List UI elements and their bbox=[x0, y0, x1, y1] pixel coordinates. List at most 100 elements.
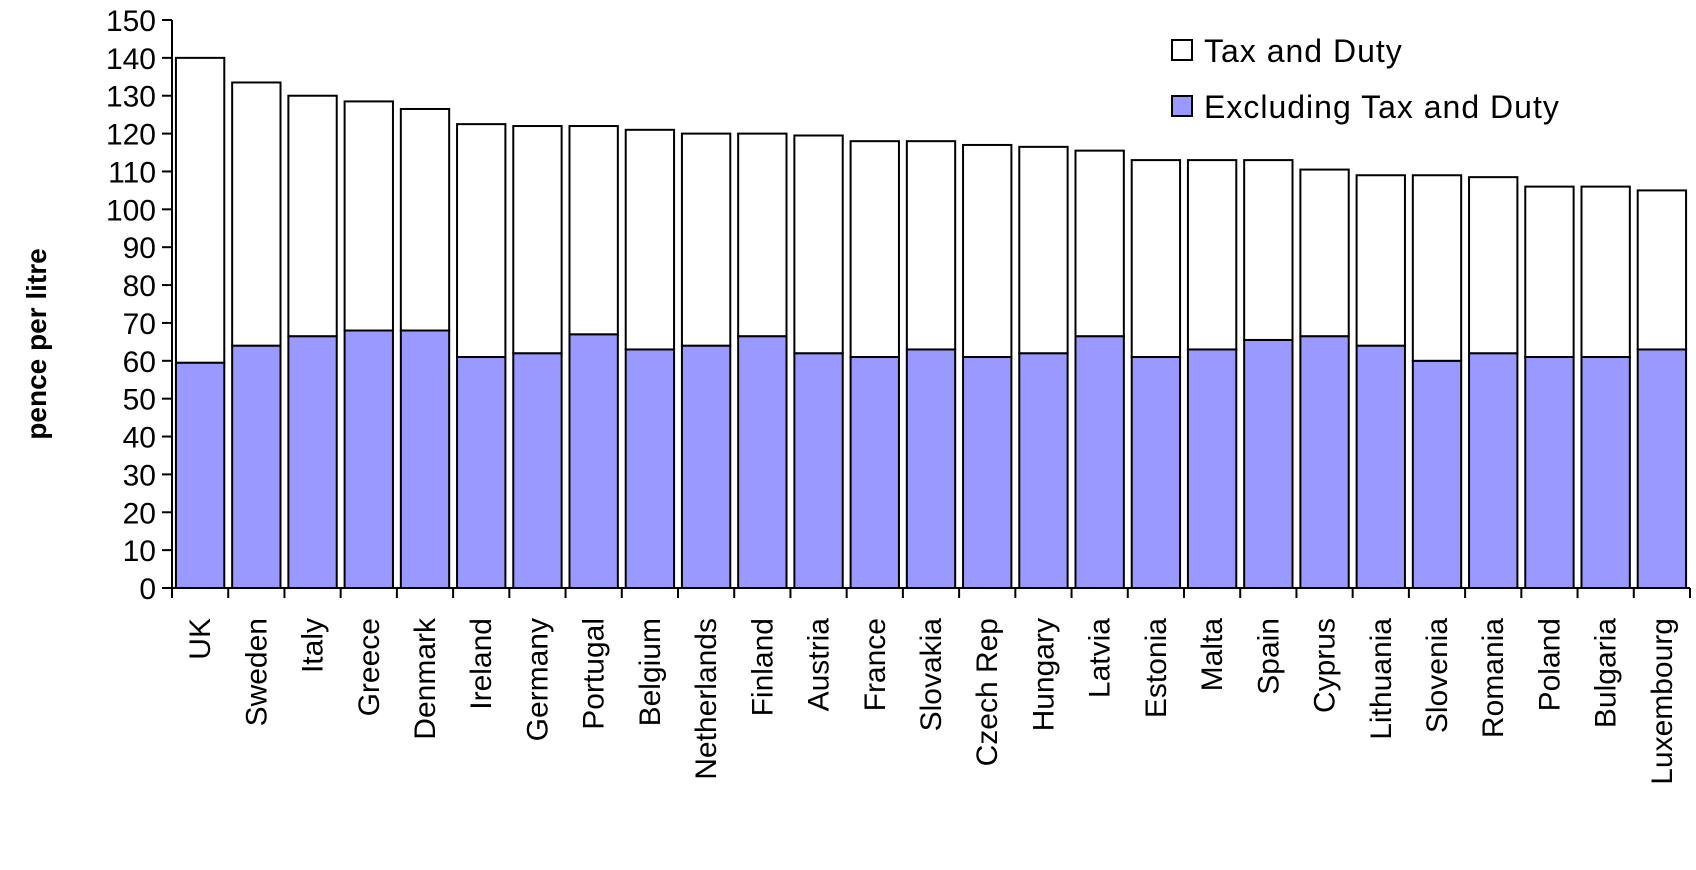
bar-tax-and-duty-lithuania bbox=[1355, 174, 1406, 347]
bar-excluding-tax-cyprus bbox=[1299, 335, 1350, 590]
x-category-label: Belgium bbox=[634, 618, 667, 726]
x-category-label: Sweden bbox=[240, 618, 273, 726]
y-tick-label: 130 bbox=[106, 81, 156, 114]
bar-tax-and-duty-belgium bbox=[624, 128, 676, 351]
x-category-label: Luxembourg bbox=[1646, 618, 1679, 785]
y-tick-label: 150 bbox=[106, 5, 156, 38]
x-category-label: Estonia bbox=[1140, 618, 1173, 718]
x-category-label: Czech Rep bbox=[971, 618, 1004, 766]
bar-tax-and-duty-portugal bbox=[568, 125, 619, 336]
bar-excluding-tax-uk bbox=[174, 361, 226, 589]
bar-excluding-tax-romania bbox=[1468, 352, 1519, 589]
x-category-label: Italy bbox=[297, 618, 330, 673]
bar-tax-and-duty-luxembourg bbox=[1636, 189, 1688, 351]
bar-excluding-tax-estonia bbox=[1130, 356, 1182, 589]
y-tick-label: 70 bbox=[123, 308, 156, 341]
bar-tax-and-duty-poland bbox=[1524, 185, 1575, 359]
bar-tax-and-duty-germany bbox=[512, 125, 563, 355]
x-category-label: Austria bbox=[803, 618, 836, 712]
bar-tax-and-duty-slovenia bbox=[1411, 174, 1463, 362]
bar-tax-and-duty-estonia bbox=[1130, 159, 1182, 359]
x-category-label: Cyprus bbox=[1309, 618, 1342, 713]
x-category-label: Portugal bbox=[578, 618, 611, 730]
bar-tax-and-duty-czech-rep bbox=[962, 143, 1013, 359]
x-category-label: Germany bbox=[521, 618, 554, 741]
bar-tax-and-duty-malta bbox=[1186, 159, 1238, 351]
x-category-label: Greece bbox=[353, 618, 386, 716]
x-category-label: Slovakia bbox=[915, 618, 948, 732]
bar-tax-and-duty-romania bbox=[1468, 176, 1519, 355]
bar-excluding-tax-sweden bbox=[231, 344, 282, 589]
bar-tax-and-duty-spain bbox=[1243, 159, 1294, 341]
x-category-label: UK bbox=[184, 618, 217, 660]
y-tick-label: 40 bbox=[123, 422, 156, 455]
x-category-label: Bulgaria bbox=[1590, 618, 1623, 728]
bar-tax-and-duty-finland bbox=[737, 132, 788, 338]
y-axis-label: pence per litre bbox=[21, 248, 52, 439]
x-category-label: Finland bbox=[746, 618, 779, 716]
bar-excluding-tax-latvia bbox=[1074, 335, 1125, 590]
bar-tax-and-duty-hungary bbox=[1018, 145, 1069, 355]
bar-tax-and-duty-italy bbox=[287, 94, 338, 338]
bar-tax-and-duty-latvia bbox=[1074, 149, 1125, 338]
bar-excluding-tax-malta bbox=[1186, 348, 1238, 589]
bar-tax-and-duty-bulgaria bbox=[1580, 185, 1631, 359]
y-tick-label: 30 bbox=[123, 459, 156, 492]
y-tick-label: 90 bbox=[123, 232, 156, 265]
x-category-label: Netherlands bbox=[690, 618, 723, 780]
bar-excluding-tax-poland bbox=[1524, 356, 1575, 589]
bar-tax-and-duty-france bbox=[849, 140, 900, 359]
y-tick-label: 10 bbox=[123, 535, 156, 568]
y-tick-label: 80 bbox=[123, 270, 156, 303]
x-category-label: Denmark bbox=[409, 617, 442, 740]
bar-excluding-tax-italy bbox=[287, 335, 338, 590]
legend-swatch-excluding-tax-and-duty bbox=[1171, 95, 1193, 117]
bar-excluding-tax-finland bbox=[737, 335, 788, 590]
y-tick-label: 0 bbox=[139, 573, 156, 606]
bar-excluding-tax-austria bbox=[793, 352, 844, 589]
legend: Tax and Duty Excluding Tax and Duty bbox=[1171, 33, 1560, 125]
legend-label-excluding-tax-and-duty: Excluding Tax and Duty bbox=[1204, 89, 1560, 125]
bar-tax-and-duty-greece bbox=[343, 100, 394, 332]
x-category-label: Lithuania bbox=[1365, 618, 1398, 740]
bar-excluding-tax-czech-rep bbox=[962, 356, 1013, 589]
x-category-label: Latvia bbox=[1084, 618, 1117, 698]
bar-tax-and-duty-denmark bbox=[399, 107, 451, 332]
x-category-label: Ireland bbox=[465, 618, 498, 710]
bar-tax-and-duty-cyprus bbox=[1299, 168, 1350, 338]
y-tick-label: 110 bbox=[108, 156, 156, 189]
bar-tax-and-duty-slovakia bbox=[905, 140, 957, 351]
bar-excluding-tax-germany bbox=[512, 352, 563, 589]
legend-label-tax-and-duty: Tax and Duty bbox=[1204, 33, 1403, 69]
bar-excluding-tax-netherlands bbox=[680, 344, 732, 589]
x-category-label: Spain bbox=[1252, 618, 1285, 695]
x-category-label: Poland bbox=[1533, 618, 1566, 711]
bar-excluding-tax-ireland bbox=[456, 356, 507, 589]
bar-excluding-tax-portugal bbox=[568, 333, 619, 589]
bars-layer bbox=[174, 56, 1688, 590]
y-tick-label: 140 bbox=[106, 43, 156, 76]
bar-excluding-tax-slovakia bbox=[905, 348, 957, 589]
y-tick-label: 100 bbox=[106, 194, 156, 227]
bar-excluding-tax-belgium bbox=[624, 348, 676, 589]
y-axis: 0 10 20 30 40 50 60 70 80 90 100 110 120 130 140 150 bbox=[106, 5, 173, 606]
y-tick-label: 60 bbox=[123, 346, 156, 379]
bar-excluding-tax-denmark bbox=[399, 329, 451, 589]
bar-tax-and-duty-sweden bbox=[231, 81, 282, 347]
bar-excluding-tax-spain bbox=[1243, 338, 1294, 589]
bar-excluding-tax-france bbox=[849, 356, 900, 589]
bar-excluding-tax-slovenia bbox=[1411, 359, 1463, 589]
x-category-label: Slovenia bbox=[1421, 618, 1454, 733]
bar-excluding-tax-luxembourg bbox=[1636, 348, 1688, 589]
x-category-label: Romania bbox=[1477, 618, 1510, 738]
bar-excluding-tax-bulgaria bbox=[1580, 356, 1631, 589]
bar-tax-and-duty-austria bbox=[793, 134, 844, 355]
y-tick-label: 50 bbox=[123, 384, 156, 417]
bar-tax-and-duty-netherlands bbox=[680, 132, 732, 347]
x-category-label: Malta bbox=[1196, 618, 1229, 692]
x-category-label: Hungary bbox=[1027, 618, 1060, 731]
bar-excluding-tax-hungary bbox=[1018, 352, 1069, 589]
bar-excluding-tax-greece bbox=[343, 329, 394, 589]
